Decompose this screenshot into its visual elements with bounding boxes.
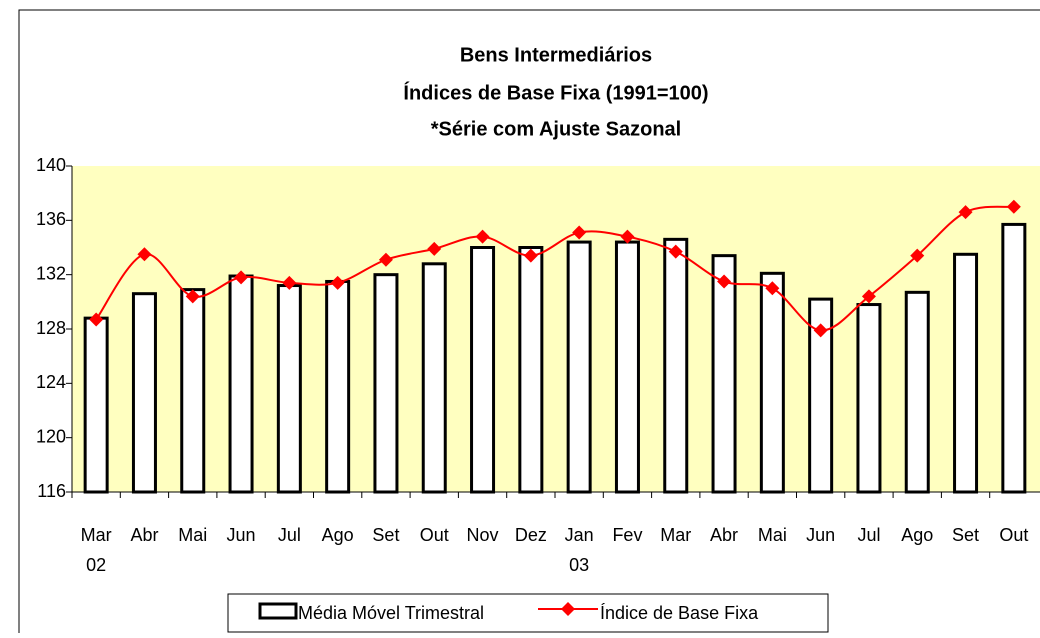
- marker: [234, 270, 249, 285]
- chart-frame: [18, 9, 1040, 638]
- marker: [717, 274, 732, 289]
- marker: [427, 241, 442, 256]
- bar: [566, 240, 592, 494]
- marker: [572, 225, 587, 240]
- marker: [89, 312, 104, 327]
- x-tick-label: Abr: [710, 525, 738, 545]
- x-tick-label: Mai: [758, 525, 787, 545]
- x-tick-label: Abr: [130, 525, 158, 545]
- marker: [185, 289, 200, 304]
- bar: [759, 271, 785, 494]
- x-tick-label: Ago: [901, 525, 933, 545]
- x-tick-label: Out: [999, 525, 1028, 545]
- x-tick-label: Mai: [178, 525, 207, 545]
- bar: [663, 237, 689, 494]
- bar: [325, 279, 351, 494]
- y-tick-label: 140: [36, 155, 66, 175]
- x-tick-label: Jun: [806, 525, 835, 545]
- bar: [614, 240, 640, 494]
- marker: [1006, 199, 1021, 214]
- y-tick-label: 132: [36, 263, 66, 283]
- bar: [83, 316, 109, 494]
- legend-swatch: [561, 602, 575, 616]
- x-tick-label: Mar: [81, 525, 112, 545]
- marker: [378, 252, 393, 267]
- legend-swatch: [258, 602, 298, 620]
- bar: [808, 297, 834, 494]
- marker: [282, 275, 297, 290]
- bar: [373, 273, 399, 494]
- y-tick-label: 124: [36, 372, 66, 392]
- marker: [523, 248, 538, 263]
- x-tick-label: Jan: [565, 525, 594, 545]
- y-tick-label: 128: [36, 318, 66, 338]
- bar: [953, 252, 979, 494]
- bar: [856, 303, 882, 494]
- bar: [421, 262, 447, 494]
- x-tick-label: Fev: [612, 525, 642, 545]
- y-tick-label: 136: [36, 209, 66, 229]
- x-tick-label: Ago: [322, 525, 354, 545]
- bar: [711, 254, 737, 494]
- bar: [131, 292, 157, 494]
- marker: [475, 229, 490, 244]
- marker: [958, 205, 973, 220]
- y-tick-label: 116: [37, 481, 66, 501]
- legend-label: Média Móvel Trimestral: [298, 603, 484, 623]
- x-tick-label: Jul: [278, 525, 301, 545]
- chart-title: *Série com Ajuste Sazonal: [431, 118, 681, 140]
- bar: [470, 246, 496, 494]
- plot-background: [72, 166, 1040, 492]
- bar: [518, 246, 544, 494]
- marker: [765, 281, 780, 296]
- x-tick-label: Out: [420, 525, 449, 545]
- bar: [228, 274, 254, 494]
- bar: [904, 290, 930, 494]
- x-tick-year: 02: [86, 555, 106, 575]
- x-tick-label: Set: [372, 525, 399, 545]
- marker: [668, 244, 683, 259]
- bar: [180, 288, 206, 494]
- x-tick-label: Jul: [857, 525, 880, 545]
- chart-title: Índices de Base Fixa (1991=100): [403, 81, 708, 104]
- x-tick-label: Mar: [660, 525, 691, 545]
- bar: [1001, 222, 1027, 494]
- x-tick-year: 03: [569, 555, 589, 575]
- y-tick-label: 120: [36, 426, 66, 446]
- marker: [330, 275, 345, 290]
- x-tick-label: Dez: [515, 525, 547, 545]
- marker: [861, 289, 876, 304]
- bar: [276, 284, 302, 494]
- chart-title: Bens Intermediários: [460, 44, 652, 66]
- marker: [137, 247, 152, 262]
- x-tick-label: Set: [952, 525, 979, 545]
- marker: [620, 229, 635, 244]
- x-tick-label: Jun: [227, 525, 256, 545]
- marker: [813, 323, 828, 338]
- marker: [910, 248, 925, 263]
- legend: [227, 593, 829, 633]
- legend-label: Índice de Base Fixa: [600, 603, 759, 623]
- x-tick-label: Nov: [467, 525, 499, 545]
